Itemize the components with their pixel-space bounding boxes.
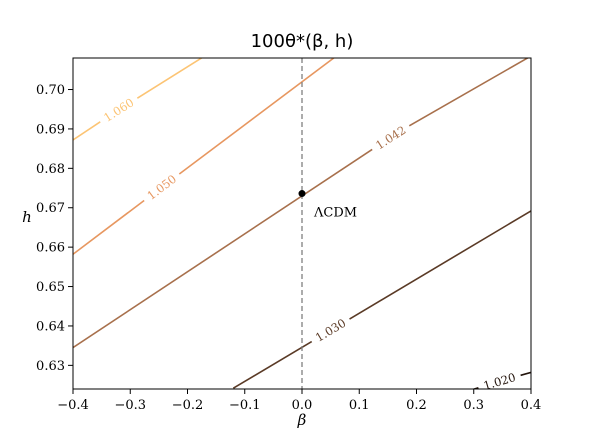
contour-label-1: 1.030	[313, 316, 348, 345]
x-tick-label: 0.0	[292, 398, 313, 413]
x-tick-label: 0.4	[521, 398, 542, 413]
contour-label-3: 1.050	[144, 172, 179, 203]
contour-line-3-b	[178, 58, 336, 175]
x-tick-label: −0.2	[172, 398, 204, 413]
contour-lines	[73, 58, 531, 389]
contour-line-2-b	[408, 58, 530, 127]
y-tick-label: 0.63	[36, 359, 65, 374]
y-axis-label: h	[22, 208, 32, 226]
y-tick-label: 0.69	[36, 122, 65, 137]
x-ticks: −0.4 −0.3 −0.2 −0.1 0.0 0.1 0.2 0.3 0.4	[57, 389, 541, 413]
y-tick-label: 0.70	[36, 83, 65, 98]
lcdm-point	[298, 190, 306, 198]
contour-line-0-b	[520, 371, 531, 377]
contour-line-0	[471, 386, 479, 389]
y-tick-label: 0.68	[36, 162, 65, 177]
contour-label-2: 1.042	[373, 123, 408, 152]
contour-line-1-b	[349, 210, 531, 320]
x-tick-label: 0.2	[406, 398, 427, 413]
y-tick-label: 0.65	[36, 280, 65, 295]
lcdm-label: ΛCDM	[313, 206, 357, 221]
x-axis-label: β	[297, 411, 307, 429]
y-tick-label: 0.66	[36, 241, 65, 256]
y-tick-label: 0.67	[36, 201, 65, 216]
lcdm-point-layer: ΛCDM	[298, 190, 357, 221]
contour-line-4-b	[136, 58, 204, 99]
x-tick-label: 0.3	[463, 398, 484, 413]
contour-line-1	[232, 340, 313, 389]
x-tick-label: −0.4	[57, 398, 89, 413]
y-tick-label: 0.64	[36, 319, 65, 334]
contour-line-3	[73, 199, 145, 255]
y-ticks: 0.63 0.64 0.65 0.66 0.67 0.68 0.69 0.70	[36, 83, 73, 374]
contour-line-2	[73, 148, 373, 349]
x-tick-label: −0.1	[229, 398, 261, 413]
x-tick-label: 0.1	[349, 398, 370, 413]
contour-line-4	[73, 121, 101, 141]
x-tick-label: −0.3	[114, 398, 146, 413]
contour-label-4: 1.060	[101, 95, 136, 125]
chart-title: 100θ*(β, h)	[251, 31, 354, 52]
